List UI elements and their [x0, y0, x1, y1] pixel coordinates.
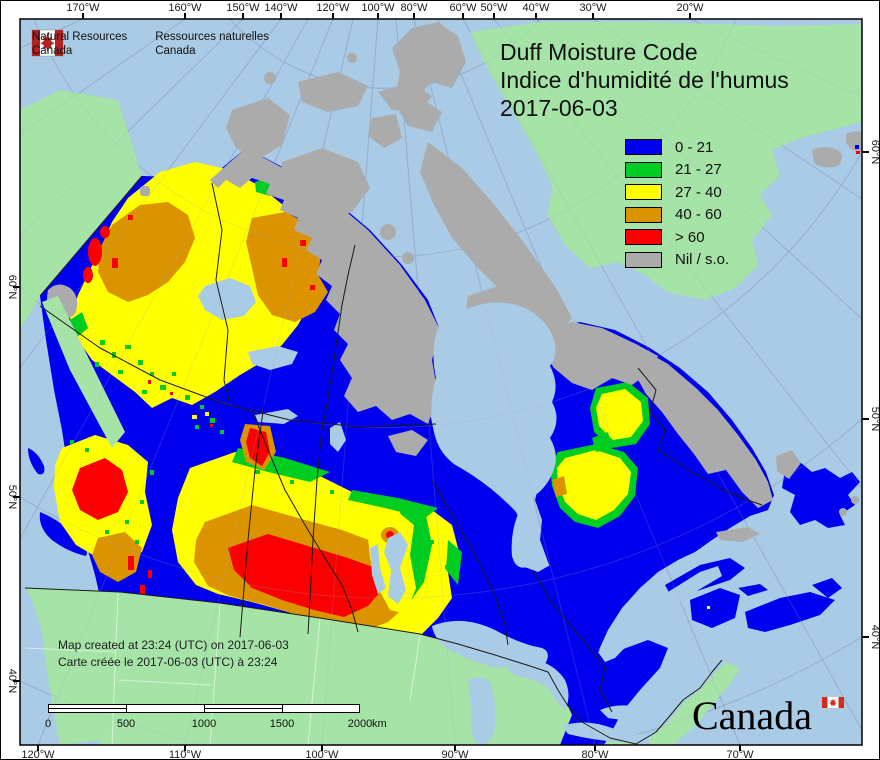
legend: 0 - 21 21 - 27 27 - 40 40 - 60 > 60 Nil …	[625, 136, 729, 271]
legend-label: 21 - 27	[675, 161, 722, 179]
chesterfield-nil-patch	[388, 430, 428, 456]
map-title-date: 2017-06-03	[500, 95, 618, 121]
legend-swatch-red	[625, 229, 662, 246]
graticule-label-top: 60°W	[449, 2, 477, 14]
scale-unit: km	[372, 718, 387, 730]
legend-swatch-gray	[625, 251, 662, 268]
scale-label: 1500	[269, 718, 295, 730]
scale-label: 2000	[347, 718, 373, 730]
graticule-label-left: 50°N	[6, 485, 18, 510]
scale-bar-graphic	[48, 704, 360, 713]
graticule-label-bottom: 100°W	[305, 749, 339, 760]
federal-identity-block: Natural Resources Canada Ressources natu…	[32, 30, 269, 58]
graticule-label-top: 150°W	[226, 2, 260, 14]
graticule-label-top: 140°W	[264, 2, 298, 14]
legend-label: 40 - 60	[675, 206, 722, 224]
great-lakes	[432, 566, 722, 745]
dmc-speckle-noise	[70, 340, 710, 609]
graticule-label-right: 60°N	[869, 140, 880, 165]
graticule-label-right: 50°N	[869, 407, 880, 432]
legend-swatch-yellow	[625, 184, 662, 201]
legend-label: 0 - 21	[675, 138, 714, 156]
legend-swatch-green	[625, 161, 662, 178]
graticule-label-top: 40°W	[522, 2, 550, 14]
legend-label: 27 - 40	[675, 183, 722, 201]
graticule-label-bottom: 110°W	[169, 749, 202, 760]
graticule-label-bottom: 120°W	[21, 749, 55, 760]
graticule-label-top: 120°W	[316, 2, 350, 14]
graticule-label-right: 40°N	[869, 625, 880, 650]
map-title-fr: Indice d'humidité de l'humus	[500, 67, 789, 93]
scale-bar: 0 500 1000 1500 2000 km	[40, 700, 400, 730]
created-note-fr: Carte créée le 2017-06-03 (UTC) à 23:24	[58, 655, 278, 669]
legend-row: 27 - 40	[625, 181, 729, 204]
graticule-label-bottom: 90°W	[441, 749, 469, 760]
graticule-label-bottom: 70°W	[726, 749, 754, 760]
legend-label: > 60	[675, 228, 705, 246]
wordmark-flag-icon	[822, 697, 844, 708]
inland-water	[198, 278, 557, 604]
graticule-label-top: 50°W	[480, 2, 508, 14]
legend-row: > 60	[625, 226, 729, 249]
nrcan-title-en: Natural Resources Canada	[32, 31, 128, 57]
graticule-label-top: 170°W	[66, 2, 100, 14]
graticule-label-top: 100°W	[361, 2, 395, 14]
created-note-en: Map created at 23:24 (UTC) on 2017-06-03	[58, 638, 289, 652]
graticule-label-top: 80°W	[400, 2, 428, 14]
nrcan-title-fr: Ressources naturelles Canada	[155, 31, 270, 57]
graticule-labels: 170°W 160°W 150°W 140°W 120°W 100°W 80°W…	[6, 2, 880, 760]
political-borders	[24, 175, 763, 745]
scale-label: 500	[116, 718, 136, 730]
map-title: Duff Moisture Code Indice d'humidité de …	[500, 38, 789, 122]
graticule-label-left: 40°N	[6, 669, 18, 694]
southern-ontario-wedge	[548, 640, 668, 745]
us-state-lines	[24, 592, 421, 746]
scale-label: 0	[44, 718, 52, 730]
graticule-ticks	[13, 13, 869, 751]
canada-wordmark: Canada	[692, 693, 844, 738]
map-creation-notes: Map created at 23:24 (UTC) on 2017-06-03…	[58, 637, 289, 671]
graticule-label-left: 60°N	[6, 275, 18, 300]
map-neatline	[19, 18, 863, 746]
graticule-label-top: 160°W	[168, 2, 202, 14]
legend-row: 40 - 60	[625, 204, 729, 227]
legend-row: 0 - 21	[625, 136, 729, 159]
legend-row: Nil / s.o.	[625, 249, 729, 272]
wordmark-text: Canada	[692, 693, 812, 738]
legend-row: 21 - 27	[625, 159, 729, 182]
map-title-en: Duff Moisture Code	[500, 39, 698, 65]
graticule-label-bottom: 80°W	[581, 749, 609, 760]
edge-data-specks	[855, 145, 860, 154]
legend-swatch-orange	[625, 206, 662, 223]
graticule-label-top: 30°W	[579, 2, 607, 14]
legend-swatch-blue	[625, 139, 662, 156]
graticule-label-top: 20°W	[676, 2, 704, 14]
scale-label: 1000	[191, 718, 217, 730]
canada-flag-icon	[31, 29, 64, 57]
legend-label: Nil / s.o.	[675, 251, 730, 269]
